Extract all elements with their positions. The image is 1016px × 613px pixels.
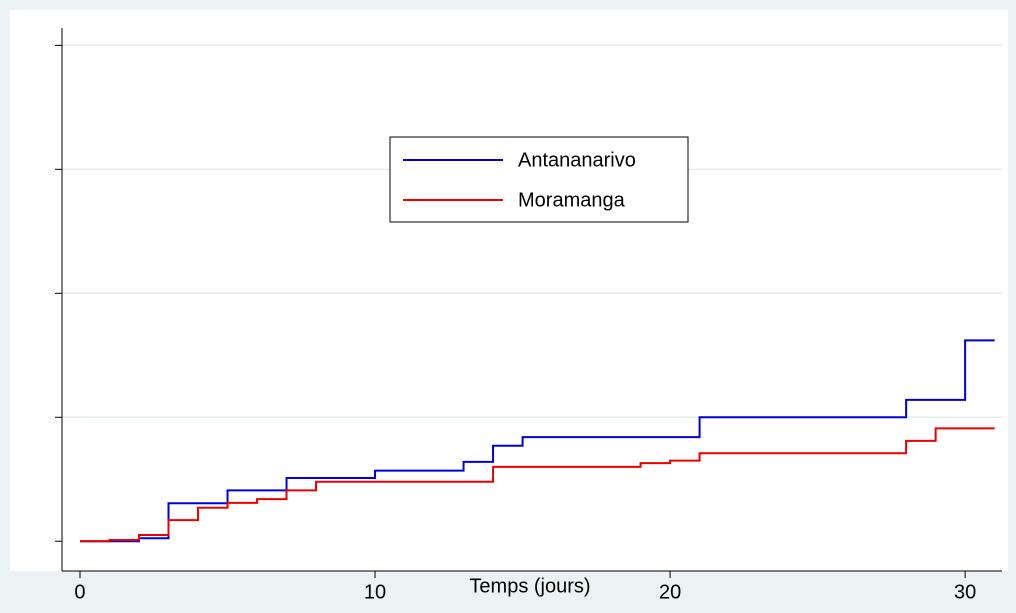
legend-box <box>389 136 689 223</box>
x-tick-label: 20 <box>659 581 681 603</box>
x-tick-label: 0 <box>74 581 85 603</box>
x-tick-label: 30 <box>954 581 976 603</box>
legend-label: Antananarivo <box>518 149 636 171</box>
step-line <box>79 427 995 543</box>
legend-label: Moramanga <box>518 189 626 211</box>
x-axis-label: Temps (jours) <box>469 575 590 597</box>
step-line <box>79 339 995 543</box>
x-tick-label: 10 <box>364 581 386 603</box>
plot-background <box>10 10 1008 571</box>
